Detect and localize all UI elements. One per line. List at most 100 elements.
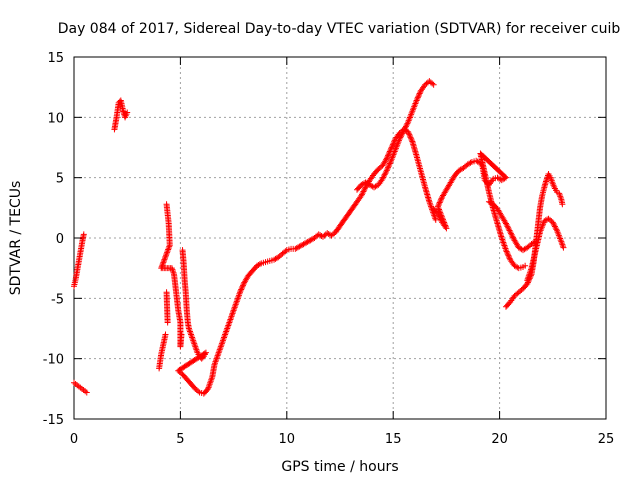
data-point	[240, 282, 247, 289]
data-point	[214, 352, 221, 359]
data-point	[228, 313, 235, 320]
data-point	[426, 198, 433, 205]
data-point	[161, 255, 168, 262]
data-point	[216, 348, 223, 355]
data-point	[556, 191, 563, 198]
data-point	[185, 325, 192, 332]
data-point	[187, 330, 194, 337]
data-point	[163, 250, 170, 257]
data-point	[238, 286, 245, 293]
data-point	[386, 161, 393, 168]
data-point	[503, 221, 510, 228]
data-point	[165, 245, 172, 252]
data-point	[434, 203, 441, 210]
data-point	[383, 167, 390, 174]
data-point	[234, 296, 241, 303]
data-point	[502, 220, 509, 227]
data-point	[222, 331, 229, 338]
data-point	[508, 231, 515, 238]
x-tick-label: 25	[598, 432, 615, 447]
x-tick-label: 0	[70, 432, 78, 447]
data-point	[438, 195, 445, 202]
data-point	[161, 256, 168, 263]
data-point	[552, 224, 559, 231]
data-point	[389, 142, 396, 149]
data-point	[442, 223, 449, 230]
data-point	[398, 131, 405, 138]
data-point	[408, 137, 415, 144]
data-point	[225, 322, 232, 329]
data-point	[168, 265, 175, 272]
data-point	[405, 130, 412, 137]
data-point	[381, 171, 388, 178]
data-point	[500, 239, 507, 246]
data-point	[559, 243, 566, 250]
data-point	[232, 302, 239, 309]
data-point	[239, 283, 246, 290]
data-point	[403, 121, 410, 128]
data-point	[406, 131, 413, 138]
data-point	[404, 120, 411, 127]
data-points	[71, 78, 567, 397]
data-point	[390, 140, 397, 147]
data-point	[467, 159, 474, 166]
data-point	[208, 375, 215, 382]
data-point	[400, 127, 407, 134]
x-tick-label: 10	[279, 432, 296, 447]
data-point	[208, 376, 215, 383]
data-point	[406, 132, 413, 139]
data-point	[358, 191, 365, 198]
data-point	[430, 81, 437, 88]
data-point	[553, 226, 560, 233]
data-point	[499, 236, 506, 243]
data-point	[384, 153, 391, 160]
data-point	[164, 247, 171, 254]
data-point	[551, 223, 558, 230]
data-point	[218, 340, 225, 347]
data-point	[498, 235, 505, 241]
data-point	[206, 381, 213, 388]
data-point	[507, 230, 514, 237]
data-point	[437, 209, 444, 216]
data-point	[80, 231, 87, 238]
data-point	[234, 295, 241, 302]
data-point	[560, 244, 567, 251]
data-point	[510, 234, 517, 241]
data-point	[222, 330, 229, 337]
y-tick-label: 0	[56, 232, 64, 247]
data-point	[192, 345, 199, 352]
data-point	[223, 327, 230, 334]
data-point	[441, 221, 448, 228]
y-tick-label: -5	[51, 292, 64, 307]
data-point	[186, 327, 193, 334]
data-point	[189, 336, 196, 343]
data-point	[229, 311, 236, 318]
data-point	[501, 242, 508, 249]
chart-title: Day 084 of 2017, Sidereal Day-to-day VTE…	[58, 21, 621, 37]
data-point	[382, 156, 389, 163]
data-point	[504, 249, 511, 256]
data-point	[282, 248, 289, 255]
data-point	[383, 168, 390, 175]
data-point	[384, 166, 391, 173]
data-point	[164, 319, 171, 326]
data-point	[219, 337, 226, 344]
data-point	[160, 259, 167, 266]
data-point	[237, 287, 244, 294]
data-point	[440, 218, 447, 225]
data-point	[219, 339, 226, 346]
y-tick-labels: -15 -10 -5 0 5 10 15	[43, 51, 64, 428]
data-point	[230, 308, 237, 315]
data-point	[192, 343, 199, 350]
data-point	[407, 134, 414, 141]
y-axis-label: SDTVAR / TECUs	[8, 181, 24, 296]
data-point	[162, 253, 169, 260]
data-point	[358, 192, 365, 199]
y-tick-label: 15	[47, 51, 64, 66]
data-point	[439, 215, 446, 222]
data-point	[427, 203, 434, 210]
data-point	[415, 93, 422, 100]
data-point	[166, 243, 173, 250]
data-point	[359, 189, 366, 196]
data-point	[213, 357, 220, 364]
